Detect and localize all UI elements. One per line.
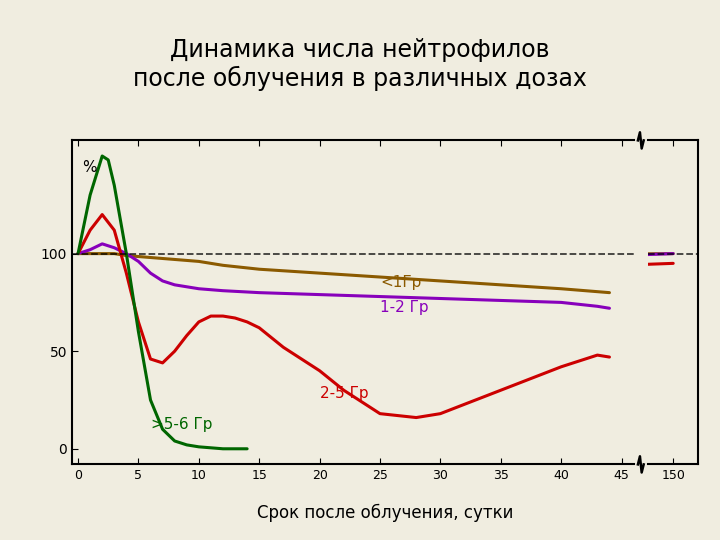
- Text: >5-6 Гр: >5-6 Гр: [150, 417, 212, 432]
- Text: 1-2 Гр: 1-2 Гр: [380, 300, 428, 315]
- Text: <1Гр: <1Гр: [380, 275, 421, 290]
- Text: 2-5 Гр: 2-5 Гр: [320, 386, 368, 401]
- Text: Динамика числа нейтрофилов
после облучения в различных дозах: Динамика числа нейтрофилов после облучен…: [133, 38, 587, 91]
- Text: %: %: [81, 160, 96, 174]
- Text: Срок после облучения, сутки: Срок после облучения, сутки: [257, 504, 513, 522]
